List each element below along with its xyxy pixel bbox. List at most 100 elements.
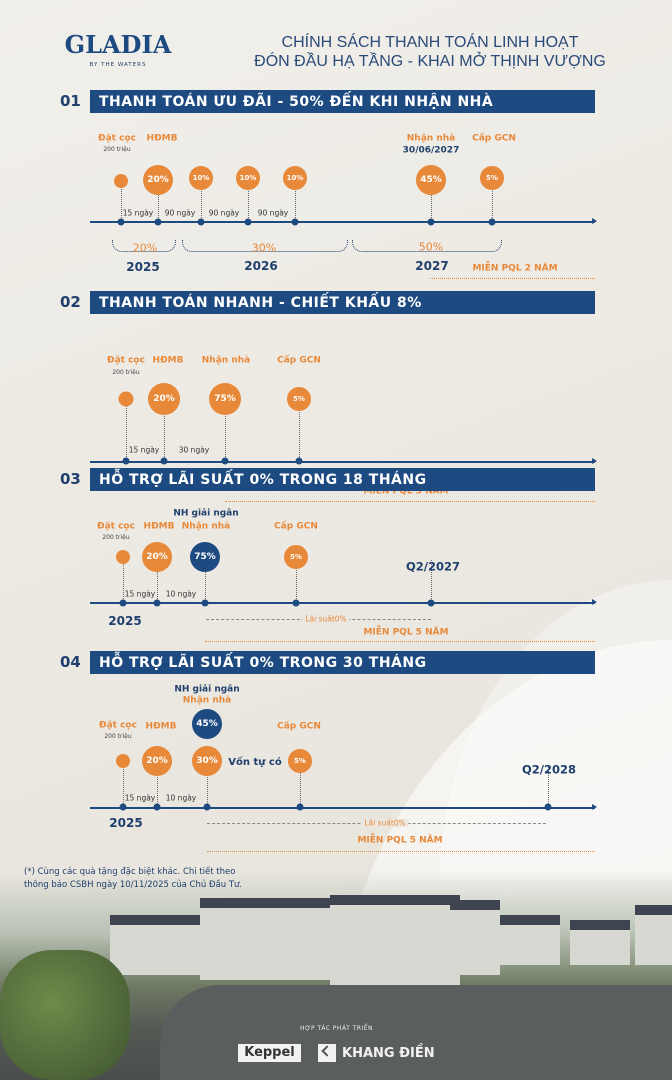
deposit-circle xyxy=(116,754,130,768)
deposit-circle xyxy=(116,550,130,564)
fee-waiver-line xyxy=(205,641,595,642)
road xyxy=(160,985,672,1080)
payment-circle: 20% xyxy=(142,542,172,572)
interval-label: 15 ngày xyxy=(124,793,156,803)
interval-label: 15 ngày xyxy=(124,589,156,599)
fee-waiver-label: MIỄN PQL 5 NĂM xyxy=(363,627,449,638)
fee-waiver-line xyxy=(225,501,595,502)
connector-line xyxy=(295,182,296,222)
logo-tagline: BY THE WATERS xyxy=(89,62,147,68)
connector-line xyxy=(300,765,301,808)
villa xyxy=(570,920,630,965)
timeline-axis xyxy=(90,458,597,464)
payment-circle: 20% xyxy=(142,746,172,776)
villa xyxy=(500,915,560,965)
payment-circle: 5% xyxy=(288,749,312,773)
fee-waiver-line xyxy=(207,851,595,852)
title-line-1: CHÍNH SÁCH THANH TOÁN LINH HOẠT xyxy=(281,34,579,51)
group-percent: 50% xyxy=(418,240,444,254)
connector-line xyxy=(431,182,432,222)
connector-line xyxy=(121,182,122,222)
background-wave xyxy=(440,580,672,880)
section-number: 03 xyxy=(60,470,81,488)
logo-wordmark: GLADIA xyxy=(64,30,172,59)
deposit-label: Đặt cọc xyxy=(99,720,137,731)
deposit-amount: 200 triệu xyxy=(104,733,132,740)
logo: GLADIA BY THE WATERS xyxy=(52,30,184,68)
interval-label: 90 ngày xyxy=(164,208,196,218)
khang-dien-wordmark: KHANG ĐIỀN xyxy=(342,1045,435,1061)
interest-free-label: Lãi suất0% xyxy=(302,615,350,623)
handover-date: 30/06/2027 xyxy=(402,145,460,156)
contract-label: HĐMB xyxy=(152,355,184,366)
deposit-circle xyxy=(118,391,134,407)
year-label: 2025 xyxy=(126,260,160,274)
interval-label: 90 ngày xyxy=(257,208,289,218)
deposit-amount: 200 triệu xyxy=(102,534,130,541)
own-capital-label: Vốn tự có xyxy=(228,757,282,768)
bank-disbursement-label: NH giải ngân xyxy=(173,508,239,519)
keppel-logo: Keppel xyxy=(238,1044,301,1062)
connector-line xyxy=(164,400,165,461)
khang-dien-logo: KHANG ĐIỀN xyxy=(318,1044,435,1062)
payment-circle: 10% xyxy=(236,166,260,190)
khang-dien-mark-icon xyxy=(318,1044,336,1062)
section-number: 01 xyxy=(60,92,81,110)
certificate-label: Cấp GCN xyxy=(277,721,321,732)
section-title-bar: HỖ TRỢ LÃI SUẤT 0% TRONG 18 THÁNG xyxy=(90,468,595,491)
trees xyxy=(0,950,130,1080)
timeline-axis xyxy=(90,599,597,605)
deposit-amount: 200 triệu xyxy=(103,146,131,153)
connector-line xyxy=(158,182,159,222)
contract-label: HĐMB xyxy=(145,721,177,732)
connector-line xyxy=(296,560,297,603)
footnote-line-1: (*) Cùng các quà tặng đặc biệt khác. Chi… xyxy=(24,867,236,877)
partners-label: HỢP TÁC PHÁT TRIỂN xyxy=(300,1025,374,1032)
title-line-2: ĐÓN ĐẦU HẠ TẦNG - KHAI MỞ THỊNH VƯỢNG xyxy=(254,53,606,70)
page-title: CHÍNH SÁCH THANH TOÁN LINH HOẠT ĐÓN ĐẦU … xyxy=(220,33,640,71)
connector-line xyxy=(157,560,158,603)
fee-waiver-line xyxy=(430,278,595,279)
section-title-bar: HỖ TRỢ LÃI SUẤT 0% TRONG 30 THÁNG xyxy=(90,651,595,674)
fee-waiver-label: MIỄN PQL 5 NĂM xyxy=(357,835,443,846)
certificate-label: Cấp GCN xyxy=(274,521,318,532)
interval-label: 30 ngày xyxy=(178,445,210,455)
year-label: 2025 xyxy=(109,816,143,830)
villa xyxy=(450,900,500,975)
timeline-axis xyxy=(90,804,597,810)
group-percent: 30% xyxy=(251,241,277,255)
section-number: 02 xyxy=(60,293,81,311)
section-title-bar: THANH TOÁN ƯU ĐÃI - 50% ĐẾN KHI NHẬN NHÀ xyxy=(90,90,595,113)
connector-line xyxy=(431,560,432,603)
certificate-label: Cấp GCN xyxy=(472,133,516,144)
payment-circle: 10% xyxy=(283,166,307,190)
interval-label: 90 ngày xyxy=(208,208,240,218)
connector-line xyxy=(123,765,124,808)
payment-circle: 20% xyxy=(148,383,180,415)
bank-disbursement-label: NH giải ngân xyxy=(174,684,240,695)
payment-circle: 10% xyxy=(189,166,213,190)
payment-circle: 30% xyxy=(192,746,222,776)
villa xyxy=(635,905,672,965)
section-number: 04 xyxy=(60,653,81,671)
year-label: 2026 xyxy=(244,259,278,273)
interval-label: 15 ngày xyxy=(128,445,160,455)
connector-line xyxy=(248,182,249,222)
deposit-label: Đặt cọc xyxy=(98,133,136,144)
villa xyxy=(200,898,340,980)
connector-line xyxy=(299,400,300,461)
year-label: 2025 xyxy=(108,614,142,628)
handover-label: Nhận nhà xyxy=(182,695,232,706)
payment-circle: 45% xyxy=(192,709,222,739)
footnote-line-2: thông báo CSBH ngày 10/11/2025 của Chủ Đ… xyxy=(24,880,243,890)
handover-label: Nhận nhà xyxy=(181,521,231,532)
connector-line xyxy=(201,182,202,222)
fee-waiver-label: MIỄN PQL 2 NĂM xyxy=(472,263,558,274)
payment-circle: 45% xyxy=(416,165,446,195)
deposit-amount: 200 triệu xyxy=(112,369,140,376)
connector-line xyxy=(225,400,226,461)
payment-circle: 5% xyxy=(480,166,504,190)
payment-circle: 20% xyxy=(143,165,173,195)
interval-label: 10 ngày xyxy=(165,589,197,599)
